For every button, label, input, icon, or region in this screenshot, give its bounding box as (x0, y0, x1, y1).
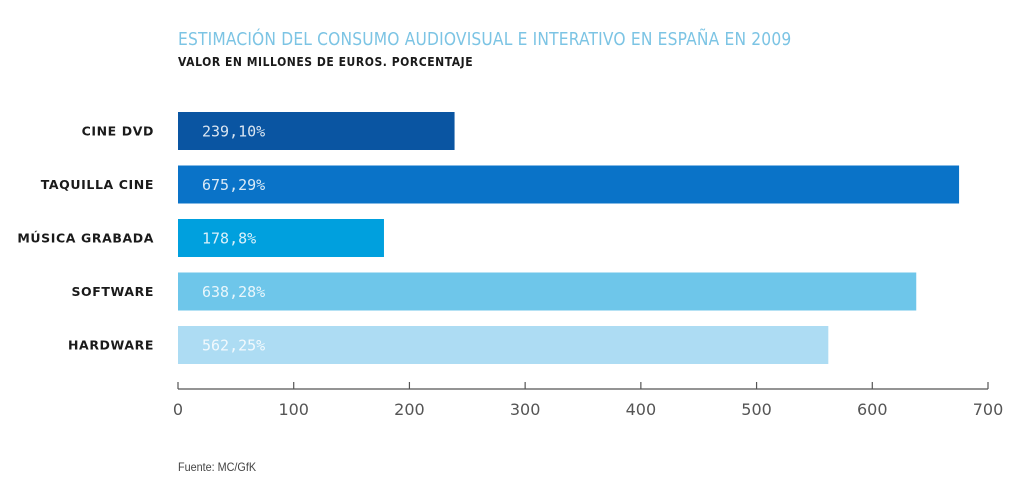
bar-2 (178, 219, 384, 257)
bars-group: CINE DVD 239,10% TAQUILLA CINE 675,29% MÚSIC… (17, 112, 960, 364)
x-tick-label: 700 (973, 400, 1004, 419)
x-tick-label: 200 (394, 400, 425, 419)
x-tick-label: 100 (278, 400, 309, 419)
source-note: Fuente: MC/GfK (178, 460, 257, 474)
category-label: MÚSICA GRABADA (17, 231, 154, 246)
chart-title: ESTIMACIÓN DEL CONSUMO AUDIOVISUAL E INT… (178, 29, 792, 50)
category-label: CINE DVD (82, 124, 154, 139)
x-axis: 0 100 200 300 400 500 600 700 (173, 382, 1003, 419)
data-label: 178,8% (202, 230, 256, 248)
bar-1 (178, 165, 960, 204)
x-tick-label: 500 (741, 400, 772, 419)
x-tick-label: 0 (173, 400, 183, 419)
category-label: HARDWARE (68, 338, 154, 353)
x-tick-label: 600 (857, 400, 888, 419)
bar-4 (178, 326, 829, 364)
bar-0 (178, 112, 455, 150)
chart-subtitle: VALOR EN MILLONES DE EUROS. PORCENTAJE (178, 55, 474, 69)
category-label: TAQUILLA CINE (41, 177, 154, 192)
x-tick-label: 300 (510, 400, 541, 419)
data-label: 675,29% (202, 176, 265, 194)
category-label: SOFTWARE (71, 284, 154, 299)
bar-3 (178, 272, 917, 311)
data-label: 638,28% (202, 283, 265, 301)
data-label: 239,10% (202, 123, 265, 141)
x-tick-label: 400 (626, 400, 657, 419)
data-label: 562,25% (202, 337, 265, 355)
